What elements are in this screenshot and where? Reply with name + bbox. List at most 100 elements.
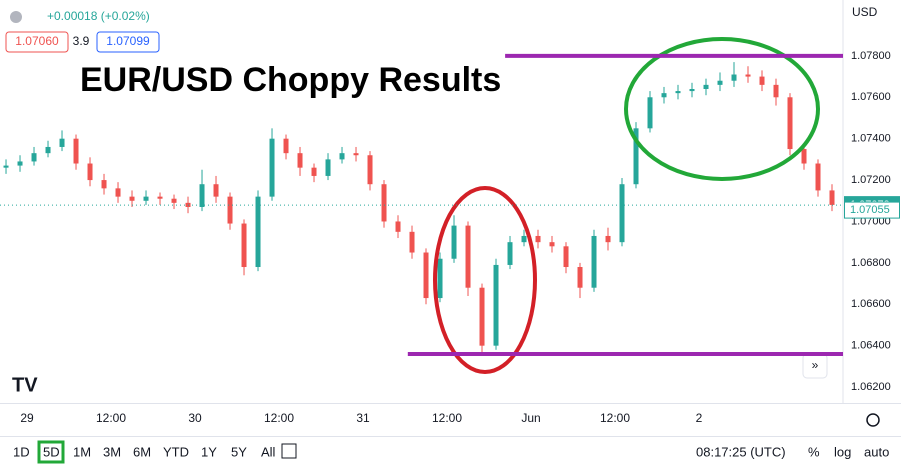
y-tick-label: 1.07800 [851, 50, 891, 62]
scale-option[interactable]: % [808, 444, 820, 459]
highlight-ellipse [433, 186, 537, 374]
candle-body [213, 184, 219, 197]
range-button[interactable]: YTD [163, 444, 189, 459]
candle-body [591, 235, 597, 288]
candle-body [255, 196, 261, 268]
candle-body [227, 196, 233, 224]
candle-body [605, 235, 611, 243]
candle-body [717, 80, 723, 85]
x-tick-label: 12:00 [96, 411, 126, 425]
candle-body [801, 149, 807, 164]
y-tick-label: 1.07600 [851, 91, 891, 103]
logo: TV [12, 374, 38, 396]
candle-body [815, 163, 821, 191]
range-button[interactable]: All [261, 444, 276, 459]
status-dot [10, 11, 22, 23]
candle-body [45, 146, 51, 154]
x-tick-label: 30 [188, 411, 202, 425]
candle-body [423, 252, 429, 299]
candle-body [409, 231, 415, 253]
calendar-icon[interactable] [281, 443, 297, 459]
range-button[interactable]: 1M [73, 444, 91, 459]
candle-body [73, 138, 79, 164]
sell-button[interactable] [5, 31, 69, 53]
candle-body [199, 184, 205, 207]
x-tick-label: 12:00 [432, 411, 462, 425]
candle-body [297, 153, 303, 168]
candle-body [773, 84, 779, 98]
range-button[interactable]: 1D [13, 444, 30, 459]
spread: 3.9 [73, 34, 90, 48]
candle-body [31, 153, 37, 162]
currency[interactable]: USD [852, 5, 878, 19]
range-active[interactable] [37, 440, 65, 464]
y-tick-label: 1.07200 [851, 174, 891, 186]
candle-body [745, 74, 751, 77]
candle-body [171, 198, 177, 203]
range-button[interactable]: 3M [103, 444, 121, 459]
range-button[interactable]: 5Y [231, 444, 247, 459]
scroll-icon[interactable]: » [812, 358, 819, 372]
candle-body [339, 153, 345, 160]
candle-body [577, 267, 583, 288]
candle-body [451, 225, 457, 259]
x-tick-label: Jun [521, 411, 540, 425]
change: +0.00018 (+0.02%) [47, 9, 150, 23]
candle-body [101, 180, 107, 189]
candle-body [437, 258, 443, 299]
scale-option[interactable]: log [834, 444, 851, 459]
candle-body [521, 235, 527, 243]
y-tick-label: 1.06600 [851, 298, 891, 310]
candle-body [381, 184, 387, 222]
y-tick-label: 1.06200 [851, 381, 891, 393]
candle-body [829, 190, 835, 205]
buy-price[interactable]: 1.07099 [106, 34, 150, 48]
candle-body [479, 287, 485, 346]
candle-body [689, 89, 695, 92]
candle-body [129, 196, 135, 201]
clock: 08:17:25 (UTC) [696, 444, 786, 459]
candle-body [157, 196, 163, 199]
x-tick-label: 12:00 [264, 411, 294, 425]
candle-body [283, 138, 289, 154]
candle-body [143, 196, 149, 201]
scale-option[interactable]: auto [864, 444, 889, 459]
other-price-label: 1.07055 [850, 204, 890, 216]
range-button[interactable]: 6M [133, 444, 151, 459]
candle-body [493, 264, 499, 346]
candle-body [619, 184, 625, 243]
settings-icon[interactable] [866, 413, 880, 427]
candle-body [353, 153, 359, 156]
candle-body [661, 93, 667, 98]
candle-body [367, 155, 373, 185]
candle-body [311, 167, 317, 176]
x-tick-label: 2 [696, 411, 703, 425]
candle-body [3, 165, 9, 168]
candle-body [465, 225, 471, 288]
candle-body [59, 138, 65, 147]
candle-body [787, 97, 793, 150]
other-price-box [844, 201, 900, 219]
range-button[interactable]: 1Y [201, 444, 217, 459]
x-tick-label: 29 [20, 411, 34, 425]
candle-body [507, 242, 513, 265]
range-button[interactable]: 5D [43, 444, 60, 459]
x-tick-label: 12:00 [600, 411, 630, 425]
candle-body [675, 91, 681, 94]
buy-button[interactable] [96, 31, 160, 53]
x-tick-label: 31 [356, 411, 370, 425]
candle-body [549, 242, 555, 247]
y-tick-label: 1.07400 [851, 133, 891, 145]
candle-body [647, 97, 653, 129]
sell-price[interactable]: 1.07060 [15, 34, 59, 48]
highlight-ellipse [624, 37, 820, 181]
plot-area [3, 62, 835, 354]
chart-title: EUR/USD Choppy Results [80, 61, 501, 99]
candle-body [395, 221, 401, 232]
candle-body [703, 84, 709, 90]
candle-body [563, 246, 569, 268]
candle-body [115, 188, 121, 197]
candle-body [17, 161, 23, 166]
